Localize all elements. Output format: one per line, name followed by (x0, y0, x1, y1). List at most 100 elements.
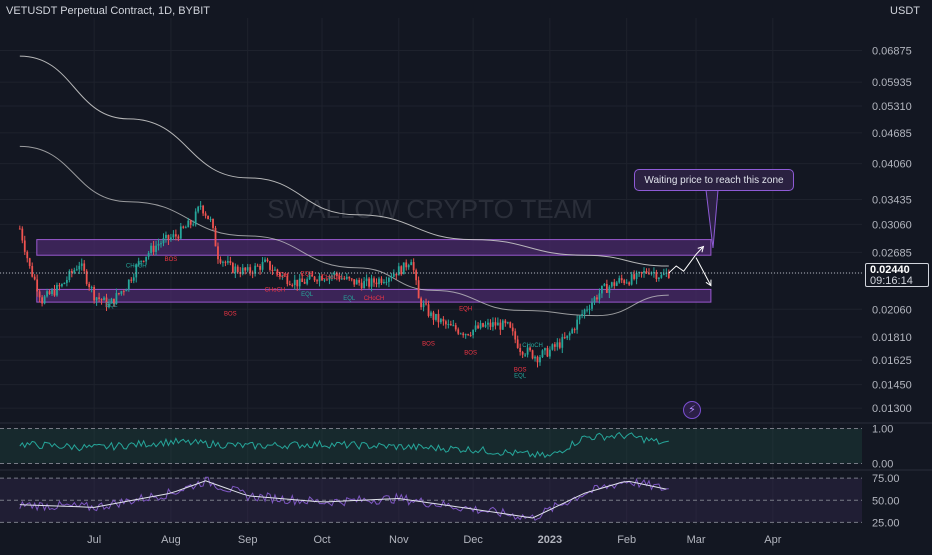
candle-body (38, 291, 41, 298)
time-axis[interactable]: Jul Aug Sep Oct Nov Dec 2023 Feb Mar Apr (87, 534, 782, 546)
price-axis[interactable]: 0.06875 0.05935 0.05310 0.04685 0.04060 0.034… (0, 46, 932, 530)
candle-body (603, 283, 606, 286)
candle-body (236, 266, 239, 272)
candle-body (620, 278, 623, 281)
candle-body (246, 267, 249, 271)
candle-body (122, 291, 125, 293)
candle-body (407, 265, 410, 268)
price-tick-label: 0.03060 (872, 219, 912, 231)
candle-body (132, 277, 135, 281)
candle-body (397, 266, 400, 276)
candle-body (660, 274, 663, 278)
candle-body (53, 289, 56, 296)
candle-body (425, 303, 427, 305)
lightning-icon[interactable]: ⚡ (683, 401, 701, 419)
candle-body (219, 259, 222, 263)
candle-body (23, 240, 26, 252)
candle-body (340, 278, 343, 280)
indicator-tick-label: 50.00 (872, 495, 900, 507)
candle-body (249, 267, 252, 273)
candle-body (172, 234, 175, 238)
price-tick-label: 0.04060 (872, 159, 912, 171)
candle-body (187, 220, 190, 228)
candle-body (261, 261, 264, 270)
candle-body (184, 227, 187, 229)
candle-body (454, 325, 457, 330)
candle-body (28, 258, 31, 267)
candle-body (573, 329, 576, 331)
candle-body (504, 320, 507, 324)
candle-body (387, 277, 390, 282)
candle-body (75, 269, 78, 271)
candle-body (370, 278, 373, 287)
indicator-pane-2 (0, 476, 862, 523)
candle-body (635, 273, 638, 279)
candle-body (117, 293, 120, 295)
candle-body (157, 243, 160, 246)
candle-body (420, 298, 422, 308)
candle-body (435, 313, 437, 320)
candle-body (43, 296, 46, 304)
candle-body (464, 334, 467, 336)
candle-body (323, 279, 326, 281)
symbol-title: VETUSDT Perpetual Contract, 1D, BYBIT (6, 5, 210, 17)
candle-body (432, 312, 435, 320)
price-tick-label: 0.02060 (872, 304, 912, 316)
price-tick-label: 0.03435 (872, 195, 912, 207)
candle-body (231, 262, 234, 273)
candle-body (256, 265, 259, 267)
candle-body (531, 350, 534, 359)
candle-body (100, 298, 103, 301)
candle-body (576, 319, 579, 330)
candle-body (93, 287, 96, 301)
candle-body (125, 289, 128, 292)
candle-body (21, 228, 24, 241)
time-tick-label: 2023 (538, 534, 562, 546)
last-price-tag: 0.02440 09:16:14 (865, 263, 929, 287)
structure-label: CHoCH (322, 275, 343, 281)
candle-body (63, 282, 66, 284)
candle-body (105, 297, 108, 308)
indicator-tick-label: 25.00 (872, 517, 900, 529)
candle-body (405, 262, 408, 268)
candle-body (472, 329, 475, 336)
candle-body (477, 325, 479, 329)
candle-body (489, 322, 492, 327)
candle-body (80, 263, 83, 266)
candle-body (115, 293, 118, 304)
candle-body (492, 322, 494, 327)
zone-supply (36, 239, 712, 256)
candle-body (368, 278, 370, 287)
candle-body (605, 283, 608, 293)
projection-arrowhead (697, 245, 705, 253)
candle-body (266, 259, 269, 262)
time-tick-label: Sep (238, 534, 258, 546)
candle-body (316, 280, 318, 282)
candle-body (226, 261, 229, 263)
callout-label: Waiting price to reach this zone (634, 169, 794, 191)
candle-body (135, 265, 138, 278)
candle-body (202, 205, 205, 214)
candle-body (150, 245, 152, 253)
candle-body (306, 279, 309, 284)
price-tick-label: 0.01300 (872, 403, 912, 415)
candle-body (127, 279, 130, 290)
candle-body (586, 309, 588, 311)
candle-body (556, 342, 559, 347)
candle-body (88, 283, 91, 288)
candle-body (375, 282, 378, 285)
candle-body (108, 303, 110, 308)
price-tick-label: 0.05310 (872, 101, 912, 113)
candle-body (33, 276, 36, 280)
candle-body (192, 224, 195, 226)
candle-body (348, 276, 351, 279)
candle-body (536, 356, 539, 363)
candle-body (395, 273, 398, 276)
candle-body (61, 283, 63, 287)
candle-body (41, 297, 44, 304)
candle-body (487, 322, 489, 325)
candle-body (170, 237, 172, 240)
structure-label: CHoCH (265, 287, 286, 293)
